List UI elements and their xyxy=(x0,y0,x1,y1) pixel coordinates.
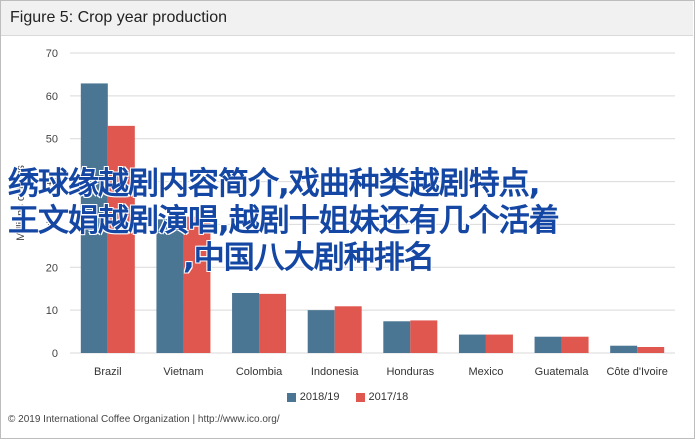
overlay-line-1: 绣球缘越剧内容简介,戏曲种类越剧特点, xyxy=(8,166,541,202)
overlay-line-2: 王文娟越剧演唱,越剧十姐妹还有几个活着 xyxy=(8,203,560,239)
bar-2018-19 xyxy=(307,310,335,353)
legend-swatch xyxy=(286,392,296,402)
x-tick-label: Vietnam xyxy=(163,366,203,378)
bar-2017-18 xyxy=(183,216,211,353)
legend-item: 2018/19 xyxy=(286,391,340,403)
bar-2017-18 xyxy=(561,336,589,353)
bar-2018-19 xyxy=(458,334,486,353)
x-tick-label: Brazil xyxy=(94,366,122,378)
x-tick-label: Colombia xyxy=(236,366,283,378)
bar-2017-18 xyxy=(485,334,513,353)
overlay-line-3: ,中国八大剧种排名 xyxy=(183,240,435,276)
bar-2018-19 xyxy=(232,293,260,353)
bar-2017-18 xyxy=(637,347,665,353)
legend-item: 2017/18 xyxy=(355,391,409,403)
bar-2018-19 xyxy=(80,83,108,353)
x-tick-label: Mexico xyxy=(469,366,504,378)
bar-2018-19 xyxy=(383,321,411,353)
legend-label: 2018/19 xyxy=(299,391,340,403)
bar-2017-18 xyxy=(259,293,287,353)
legend-swatch xyxy=(355,392,365,402)
bar-2018-19 xyxy=(610,345,638,353)
x-tick-label: Indonesia xyxy=(311,366,360,378)
title-bar: Figure 5: Crop year production xyxy=(1,1,693,36)
x-tick-label: Côte d'Ivoire xyxy=(606,366,667,378)
bar-2017-18 xyxy=(107,125,135,353)
bar-2017-18 xyxy=(410,320,438,353)
bar-2018-19 xyxy=(156,219,184,353)
x-tick-label: Honduras xyxy=(386,366,434,378)
y-tick-label: 50 xyxy=(46,134,58,146)
x-tick-label: Guatemala xyxy=(535,366,590,378)
chart-title: Figure 5: Crop year production xyxy=(10,9,227,26)
y-tick-label: 60 xyxy=(46,91,58,103)
overlay-caption: 绣球缘越剧内容简介,戏曲种类越剧特点, 王文娟越剧演唱,越剧十姐妹还有几个活着 … xyxy=(8,166,688,277)
footer-credit: © 2019 International Coffee Organization… xyxy=(8,414,280,425)
chart-legend: 2018/19 2017/18 xyxy=(0,391,695,405)
y-tick-label: 20 xyxy=(46,262,58,274)
y-tick-label: 10 xyxy=(46,305,58,317)
y-axis-label: Millions of bags xyxy=(15,165,27,241)
y-tick-label: 70 xyxy=(46,48,58,60)
y-tick-label: 0 xyxy=(52,348,58,360)
y-tick-label: 40 xyxy=(46,177,58,189)
bar-2017-18 xyxy=(334,306,362,353)
legend-label: 2017/18 xyxy=(368,391,409,403)
y-tick-label: 30 xyxy=(46,219,58,231)
bar-2018-19 xyxy=(534,336,562,353)
